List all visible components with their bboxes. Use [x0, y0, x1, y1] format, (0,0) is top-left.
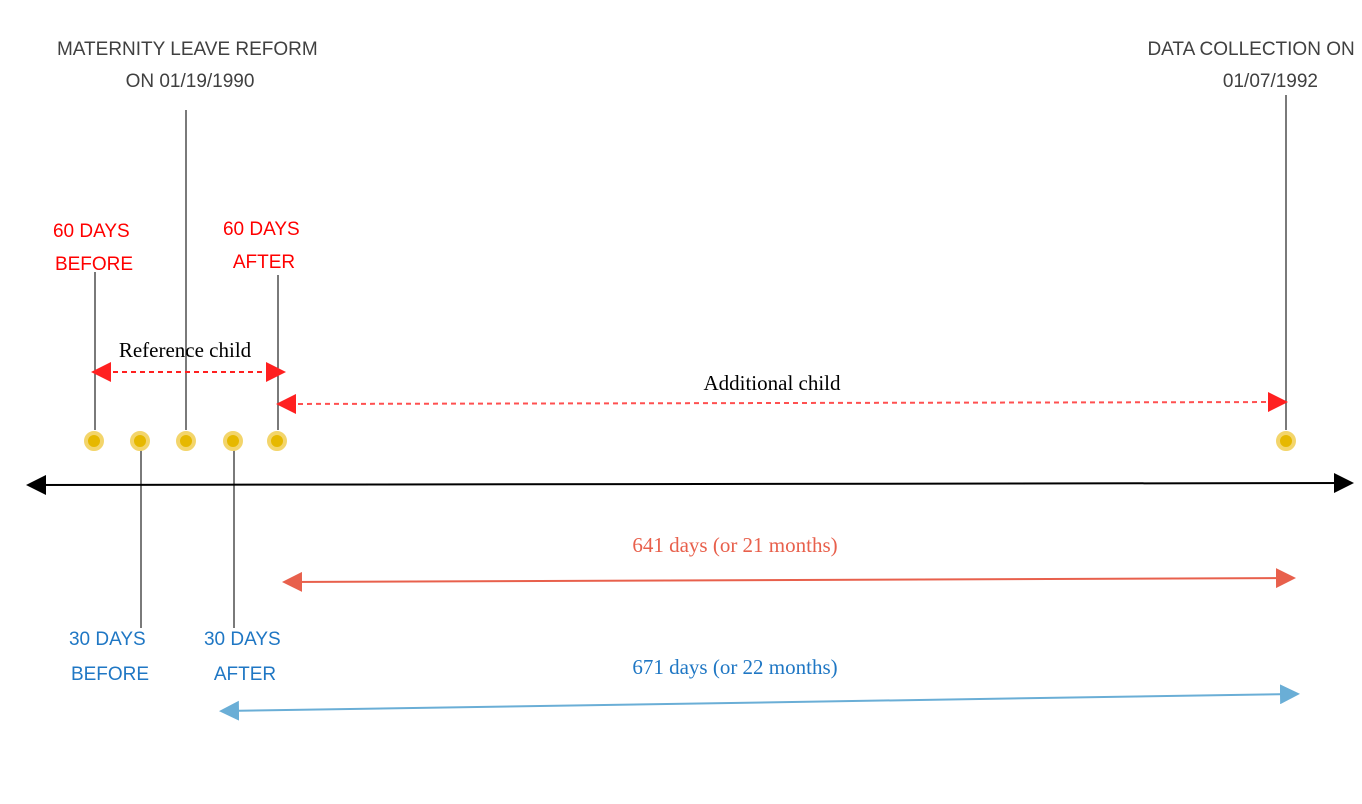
- span-671-label: 671 days (or 22 months): [632, 655, 837, 679]
- event-dots: [84, 431, 1296, 451]
- reform-label: MATERNITY LEAVE REFORM ON 01/19/1990: [57, 39, 323, 92]
- thirty-before-label: 30 DAYS BEFORE: [69, 629, 151, 685]
- sixty-before-label: 60 DAYS BEFORE: [53, 221, 135, 275]
- span-641-arrow: [282, 568, 1296, 592]
- reference-child-label: Reference child: [119, 338, 252, 362]
- thirty-after-label: 30 DAYS AFTER: [204, 629, 286, 685]
- data-collection-label: DATA COLLECTION ON 01/07/1992: [1147, 39, 1360, 92]
- additional-child-arrow: [276, 392, 1288, 414]
- additional-child-label: Additional child: [703, 371, 841, 395]
- sixty-after-label: 60 DAYS AFTER: [223, 219, 305, 273]
- span-671-arrow: [219, 684, 1300, 721]
- span-641-label: 641 days (or 21 months): [632, 533, 837, 557]
- time-axis: [26, 473, 1354, 495]
